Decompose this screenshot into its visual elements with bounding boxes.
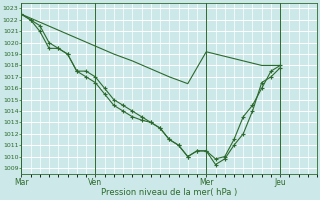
X-axis label: Pression niveau de la mer( hPa ): Pression niveau de la mer( hPa ) [101, 188, 237, 197]
